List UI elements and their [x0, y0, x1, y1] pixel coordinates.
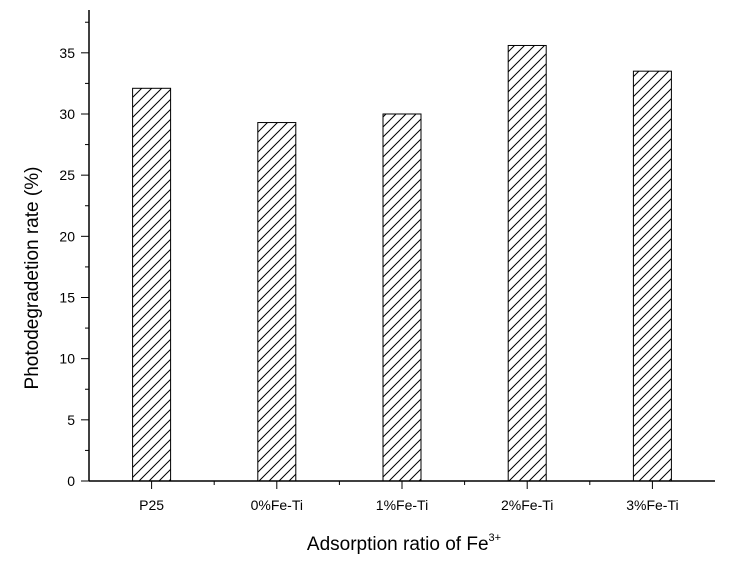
- x-tick-label: P25: [139, 497, 164, 513]
- y-tick-label: 5: [67, 412, 75, 428]
- bar-1%Fe-Ti: [382, 113, 422, 482]
- y-tick-label: 20: [59, 228, 75, 244]
- bar-2%Fe-Ti: [507, 44, 547, 482]
- y-tick-label: 30: [59, 106, 75, 122]
- x-tick-label: 2%Fe-Ti: [501, 497, 553, 513]
- labels-group: Adsorption ratio of Fe3+ Photodegradetio…: [22, 45, 679, 555]
- x-tick-label: 3%Fe-Ti: [626, 497, 678, 513]
- y-tick-label: 0: [67, 473, 75, 489]
- x-axis-title-superscript: 3+: [489, 532, 502, 544]
- x-tick-label: 1%Fe-Ti: [376, 497, 428, 513]
- x-axis-title: Adsorption ratio of Fe3+: [307, 532, 501, 555]
- bar-P25: [132, 87, 172, 482]
- y-tick-label: 10: [59, 351, 75, 367]
- y-axis-title: Photodegradetion rate (%): [22, 167, 43, 390]
- y-tick-label: 25: [59, 167, 75, 183]
- x-axis-title-text: Adsorption ratio of Fe: [307, 534, 489, 555]
- y-tick-label: 35: [59, 45, 75, 61]
- axes-group: [81, 10, 715, 489]
- y-tick-label: 15: [59, 289, 75, 305]
- bars-group: [132, 44, 672, 482]
- x-tick-label: 0%Fe-Ti: [251, 497, 303, 513]
- bar-3%Fe-Ti: [632, 70, 672, 482]
- bar-0%Fe-Ti: [257, 122, 297, 482]
